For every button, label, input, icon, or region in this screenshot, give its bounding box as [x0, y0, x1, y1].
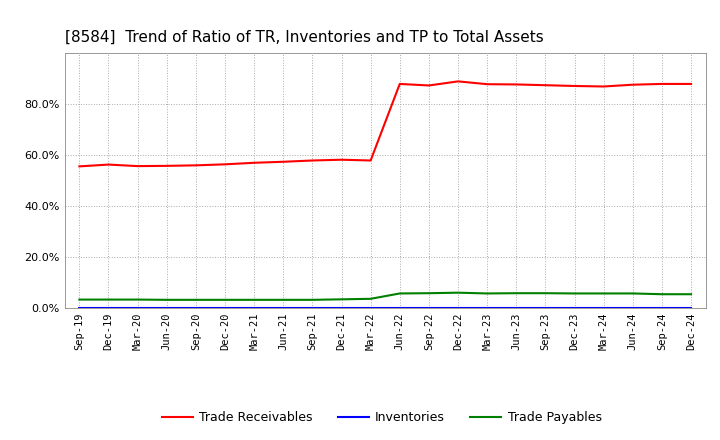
Trade Receivables: [570, 83, 579, 88]
Trade Receivables: [483, 81, 492, 87]
Inventories: [512, 305, 521, 311]
Trade Payables: [337, 297, 346, 302]
Inventories: [220, 305, 229, 311]
Trade Payables: [279, 297, 287, 302]
Trade Payables: [483, 291, 492, 296]
Trade Receivables: [163, 163, 171, 169]
Inventories: [75, 305, 84, 311]
Trade Receivables: [512, 82, 521, 87]
Trade Receivables: [366, 158, 375, 163]
Text: [8584]  Trend of Ratio of TR, Inventories and TP to Total Assets: [8584] Trend of Ratio of TR, Inventories…: [65, 29, 544, 45]
Trade Payables: [454, 290, 462, 295]
Inventories: [687, 305, 696, 311]
Inventories: [163, 305, 171, 311]
Inventories: [308, 305, 317, 311]
Inventories: [454, 305, 462, 311]
Trade Receivables: [220, 161, 229, 167]
Trade Receivables: [425, 83, 433, 88]
Trade Receivables: [687, 81, 696, 87]
Trade Payables: [512, 290, 521, 296]
Inventories: [104, 305, 113, 311]
Line: Trade Payables: Trade Payables: [79, 293, 691, 300]
Inventories: [250, 305, 258, 311]
Inventories: [657, 305, 666, 311]
Inventories: [425, 305, 433, 311]
Trade Receivables: [454, 79, 462, 84]
Trade Payables: [192, 297, 200, 302]
Inventories: [133, 305, 142, 311]
Inventories: [483, 305, 492, 311]
Trade Receivables: [75, 164, 84, 169]
Trade Payables: [541, 290, 550, 296]
Trade Payables: [395, 291, 404, 296]
Trade Receivables: [337, 157, 346, 162]
Trade Receivables: [599, 84, 608, 89]
Trade Receivables: [308, 158, 317, 163]
Inventories: [337, 305, 346, 311]
Trade Payables: [629, 291, 637, 296]
Trade Payables: [599, 291, 608, 296]
Trade Payables: [250, 297, 258, 302]
Trade Receivables: [657, 81, 666, 87]
Inventories: [599, 305, 608, 311]
Trade Payables: [308, 297, 317, 302]
Trade Receivables: [629, 82, 637, 87]
Trade Receivables: [192, 163, 200, 168]
Inventories: [629, 305, 637, 311]
Inventories: [541, 305, 550, 311]
Trade Payables: [657, 292, 666, 297]
Trade Payables: [133, 297, 142, 302]
Line: Trade Receivables: Trade Receivables: [79, 81, 691, 166]
Inventories: [192, 305, 200, 311]
Trade Payables: [163, 297, 171, 302]
Trade Payables: [104, 297, 113, 302]
Trade Receivables: [395, 81, 404, 87]
Inventories: [570, 305, 579, 311]
Inventories: [279, 305, 287, 311]
Trade Receivables: [279, 159, 287, 165]
Trade Payables: [220, 297, 229, 302]
Trade Payables: [366, 296, 375, 301]
Trade Payables: [425, 290, 433, 296]
Trade Payables: [570, 291, 579, 296]
Legend: Trade Receivables, Inventories, Trade Payables: Trade Receivables, Inventories, Trade Pa…: [157, 407, 606, 429]
Inventories: [395, 305, 404, 311]
Trade Receivables: [250, 160, 258, 165]
Trade Payables: [687, 292, 696, 297]
Trade Receivables: [133, 164, 142, 169]
Trade Payables: [75, 297, 84, 302]
Trade Receivables: [104, 162, 113, 167]
Inventories: [366, 305, 375, 311]
Trade Receivables: [541, 83, 550, 88]
